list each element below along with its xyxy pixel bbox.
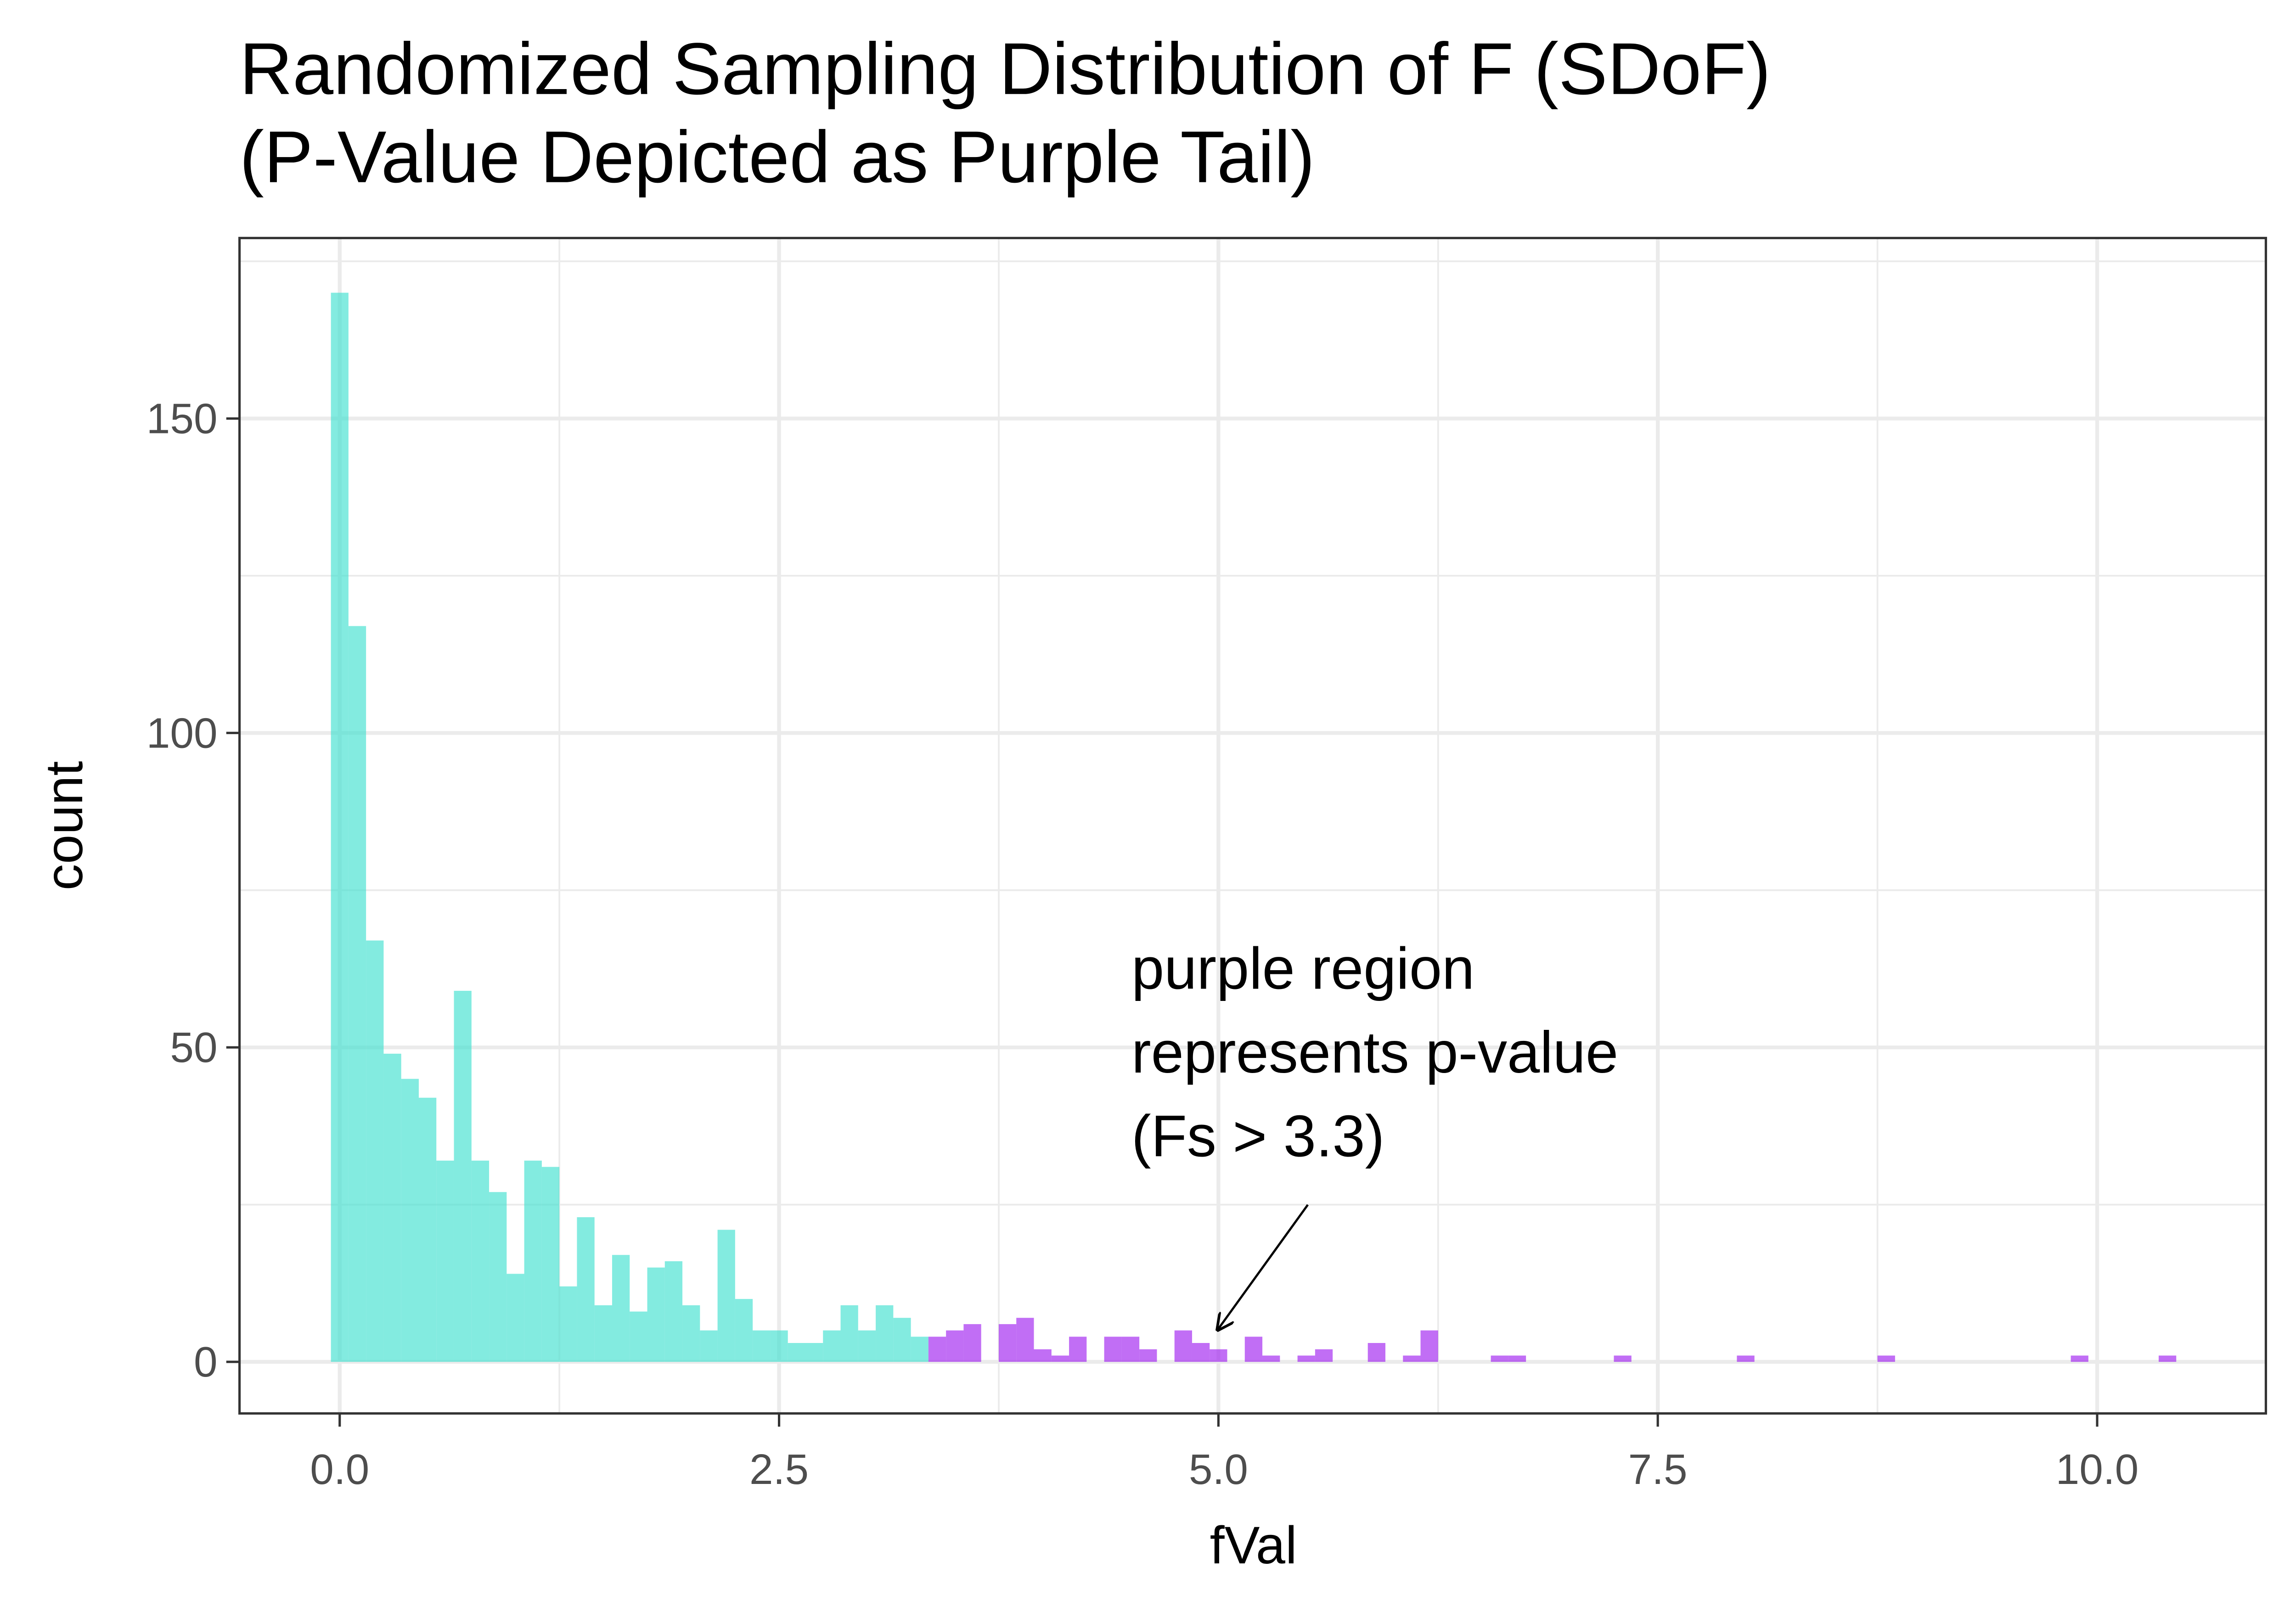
bar bbox=[998, 1324, 1017, 1362]
bar bbox=[506, 1274, 524, 1362]
bar bbox=[1614, 1355, 1632, 1362]
y-tick-label: 150 bbox=[146, 395, 218, 443]
bar bbox=[946, 1330, 964, 1362]
bar bbox=[436, 1160, 454, 1362]
bar bbox=[1737, 1355, 1755, 1362]
bar bbox=[1403, 1355, 1421, 1362]
bar bbox=[1069, 1337, 1087, 1362]
bar bbox=[1877, 1355, 1895, 1362]
panel-border bbox=[238, 236, 2267, 1415]
annotation-line: (Fs > 3.3) bbox=[1131, 1103, 1384, 1169]
bar bbox=[928, 1337, 946, 1362]
y-tick-label: 100 bbox=[146, 709, 218, 757]
bar bbox=[331, 292, 349, 1362]
bar bbox=[1244, 1337, 1263, 1362]
bar bbox=[1051, 1355, 1069, 1362]
bar bbox=[1016, 1318, 1034, 1362]
annotation: purple region represents p-value (Fs > 3… bbox=[1131, 936, 1618, 1332]
bar bbox=[454, 990, 472, 1362]
bar bbox=[366, 940, 384, 1362]
bar bbox=[893, 1318, 911, 1362]
bar bbox=[840, 1305, 858, 1362]
bar bbox=[401, 1079, 419, 1362]
x-tick-label: 10.0 bbox=[2056, 1445, 2139, 1493]
bar bbox=[788, 1343, 805, 1362]
x-tick-label: 2.5 bbox=[749, 1445, 809, 1493]
bar bbox=[664, 1261, 683, 1362]
bar bbox=[1297, 1355, 1315, 1362]
bar bbox=[1491, 1355, 1508, 1362]
bar bbox=[541, 1167, 560, 1362]
bar bbox=[735, 1299, 753, 1362]
bar bbox=[1174, 1330, 1192, 1362]
bar bbox=[700, 1330, 718, 1362]
x-tick-label: 0.0 bbox=[310, 1445, 369, 1493]
bar bbox=[1315, 1349, 1333, 1362]
bar bbox=[805, 1343, 823, 1362]
annotation-line: represents p-value bbox=[1131, 1020, 1618, 1085]
x-tick-label: 5.0 bbox=[1189, 1445, 1248, 1493]
bar bbox=[1262, 1355, 1280, 1362]
bar bbox=[1121, 1337, 1140, 1362]
x-axis-title: fVal bbox=[1210, 1516, 1297, 1575]
bar bbox=[594, 1305, 612, 1362]
bar bbox=[524, 1160, 542, 1362]
bar bbox=[348, 626, 366, 1362]
bar bbox=[630, 1311, 647, 1362]
axes: 0.0 2.5 5.0 7.5 10.0 0 50 100 150 bbox=[146, 395, 2139, 1493]
bar bbox=[1508, 1355, 1526, 1362]
bars bbox=[331, 292, 2177, 1362]
bar bbox=[489, 1192, 507, 1362]
bar bbox=[471, 1160, 490, 1362]
bar bbox=[911, 1337, 929, 1362]
chart-subtitle: (P-Value Depicted as Purple Tail) bbox=[240, 116, 1315, 198]
x-tick-label: 7.5 bbox=[1628, 1445, 1688, 1493]
bar bbox=[770, 1330, 788, 1362]
y-axis-title: count bbox=[35, 761, 94, 891]
bar bbox=[717, 1230, 735, 1362]
bar bbox=[876, 1305, 894, 1362]
bar bbox=[858, 1330, 876, 1362]
bar bbox=[612, 1255, 630, 1362]
bar bbox=[1420, 1330, 1438, 1362]
bar bbox=[1139, 1349, 1157, 1362]
bar bbox=[823, 1330, 841, 1362]
y-tick-label: 50 bbox=[170, 1023, 217, 1071]
bar bbox=[577, 1217, 595, 1362]
bar bbox=[647, 1267, 665, 1362]
y-tick-label: 0 bbox=[194, 1338, 218, 1386]
bar bbox=[2071, 1355, 2088, 1362]
bar bbox=[682, 1305, 700, 1362]
bar bbox=[1192, 1343, 1210, 1362]
bar bbox=[2158, 1355, 2177, 1362]
bar bbox=[1210, 1349, 1227, 1362]
chart-title: Randomized Sampling Distribution of F (S… bbox=[240, 28, 1771, 110]
bar bbox=[559, 1286, 577, 1362]
bar bbox=[1034, 1349, 1052, 1362]
bar bbox=[963, 1324, 981, 1362]
bar bbox=[753, 1330, 771, 1362]
annotation-arrow bbox=[1217, 1204, 1309, 1331]
bar bbox=[383, 1053, 401, 1362]
annotation-line: purple region bbox=[1131, 936, 1474, 1002]
bar bbox=[1104, 1337, 1122, 1362]
bar bbox=[1367, 1343, 1385, 1362]
bar bbox=[418, 1097, 437, 1362]
